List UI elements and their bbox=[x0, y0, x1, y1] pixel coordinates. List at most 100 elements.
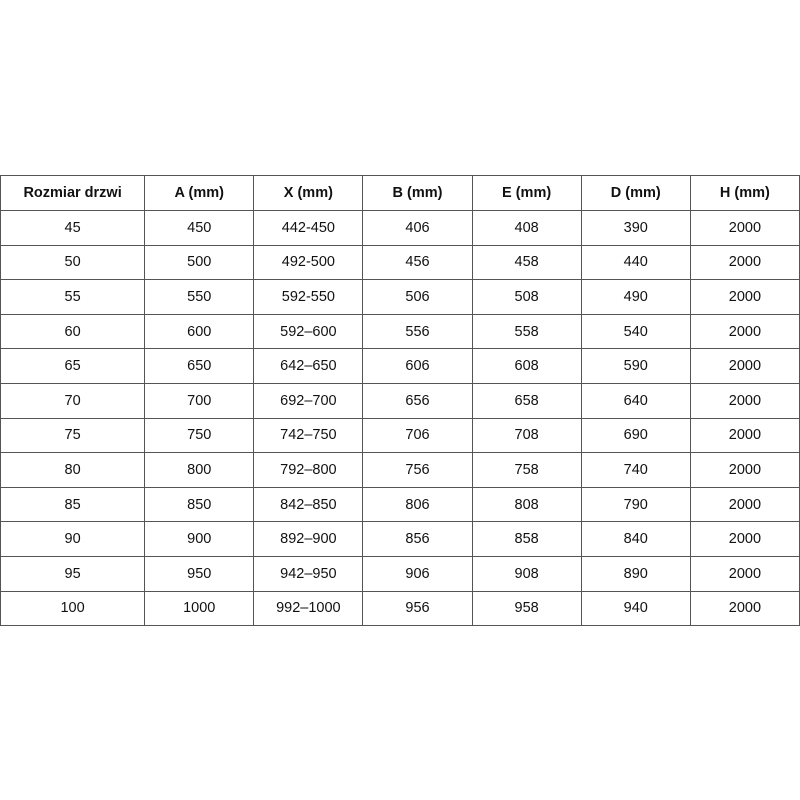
table-cell: 85 bbox=[0, 486, 146, 523]
table-cell: 706 bbox=[362, 417, 473, 454]
table-cell: 2000 bbox=[689, 348, 800, 384]
table-cell: 50 bbox=[0, 244, 146, 281]
table-cell: 442-450 bbox=[253, 210, 364, 246]
table-cell: 1000 bbox=[144, 590, 255, 627]
table-row: 60 600 592–600 556 558 540 2000 bbox=[0, 313, 800, 350]
table-cell: 490 bbox=[580, 279, 691, 315]
table-cell: 2000 bbox=[689, 555, 800, 592]
table-cell: 2000 bbox=[689, 244, 800, 281]
table-cell: 742–750 bbox=[253, 417, 364, 454]
table-cell: 65 bbox=[0, 348, 146, 384]
table-row: 70 700 692–700 656 658 640 2000 bbox=[0, 382, 800, 419]
table-cell: 592-550 bbox=[253, 279, 364, 315]
column-header: E (mm) bbox=[471, 175, 582, 211]
table-cell: 692–700 bbox=[253, 382, 364, 419]
table-cell: 856 bbox=[362, 521, 473, 557]
table-cell: 890 bbox=[580, 555, 691, 592]
table-row: 50 500 492-500 456 458 440 2000 bbox=[0, 244, 800, 281]
table-cell: 406 bbox=[362, 210, 473, 246]
table-cell: 756 bbox=[362, 452, 473, 488]
table-cell: 956 bbox=[362, 590, 473, 627]
table-cell: 658 bbox=[471, 382, 582, 419]
table-cell: 740 bbox=[580, 452, 691, 488]
table-cell: 640 bbox=[580, 382, 691, 419]
table-cell: 750 bbox=[144, 417, 255, 454]
table-cell: 700 bbox=[144, 382, 255, 419]
table-cell: 900 bbox=[144, 521, 255, 557]
table-cell: 850 bbox=[144, 486, 255, 523]
table-row: 45 450 442-450 406 408 390 2000 bbox=[0, 210, 800, 246]
table-cell: 408 bbox=[471, 210, 582, 246]
table-cell: 80 bbox=[0, 452, 146, 488]
door-size-table: Rozmiar drzwi A (mm) X (mm) B (mm) E (mm) D (… bbox=[0, 175, 800, 627]
table-cell: 456 bbox=[362, 244, 473, 281]
table-row: 85 850 842–850 806 808 790 2000 bbox=[0, 486, 800, 523]
table-cell: 500 bbox=[144, 244, 255, 281]
table-cell: 540 bbox=[580, 313, 691, 350]
table-row: 80 800 792–800 756 758 740 2000 bbox=[0, 452, 800, 488]
header-row: Rozmiar drzwi A (mm) X (mm) B (mm) E (mm) D (… bbox=[0, 175, 800, 211]
table-cell: 858 bbox=[471, 521, 582, 557]
table-cell: 2000 bbox=[689, 313, 800, 350]
table-row: 100 1000 992–1000 956 958 940 2000 bbox=[0, 590, 800, 627]
table-cell: 840 bbox=[580, 521, 691, 557]
column-header: D (mm) bbox=[580, 175, 691, 211]
table-cell: 508 bbox=[471, 279, 582, 315]
column-header: H (mm) bbox=[689, 175, 800, 211]
table-cell: 2000 bbox=[689, 382, 800, 419]
column-header: Rozmiar drzwi bbox=[0, 175, 146, 211]
table-cell: 790 bbox=[580, 486, 691, 523]
table-cell: 650 bbox=[144, 348, 255, 384]
table-cell: 708 bbox=[471, 417, 582, 454]
table-cell: 800 bbox=[144, 452, 255, 488]
table-cell: 440 bbox=[580, 244, 691, 281]
table-cell: 958 bbox=[471, 590, 582, 627]
table-cell: 906 bbox=[362, 555, 473, 592]
table-row: 75 750 742–750 706 708 690 2000 bbox=[0, 417, 800, 454]
table-cell: 450 bbox=[144, 210, 255, 246]
table-cell: 2000 bbox=[689, 279, 800, 315]
table-cell: 2000 bbox=[689, 486, 800, 523]
table-cell: 2000 bbox=[689, 417, 800, 454]
table-cell: 592–600 bbox=[253, 313, 364, 350]
table-cell: 75 bbox=[0, 417, 146, 454]
table-cell: 550 bbox=[144, 279, 255, 315]
table-cell: 556 bbox=[362, 313, 473, 350]
table-cell: 992–1000 bbox=[253, 590, 364, 627]
table-cell: 842–850 bbox=[253, 486, 364, 523]
table-cell: 608 bbox=[471, 348, 582, 384]
table-row: 90 900 892–900 856 858 840 2000 bbox=[0, 521, 800, 557]
table-cell: 590 bbox=[580, 348, 691, 384]
table-cell: 60 bbox=[0, 313, 146, 350]
table-row: 65 650 642–650 606 608 590 2000 bbox=[0, 348, 800, 384]
table-cell: 55 bbox=[0, 279, 146, 315]
table-cell: 792–800 bbox=[253, 452, 364, 488]
table-cell: 758 bbox=[471, 452, 582, 488]
column-header: A (mm) bbox=[144, 175, 255, 211]
table-cell: 558 bbox=[471, 313, 582, 350]
table-cell: 642–650 bbox=[253, 348, 364, 384]
table-cell: 492-500 bbox=[253, 244, 364, 281]
table-cell: 100 bbox=[0, 590, 146, 627]
table-cell: 942–950 bbox=[253, 555, 364, 592]
table-cell: 95 bbox=[0, 555, 146, 592]
table-cell: 940 bbox=[580, 590, 691, 627]
table-cell: 656 bbox=[362, 382, 473, 419]
table-cell: 908 bbox=[471, 555, 582, 592]
table-cell: 892–900 bbox=[253, 521, 364, 557]
table-cell: 70 bbox=[0, 382, 146, 419]
table-cell: 458 bbox=[471, 244, 582, 281]
table-cell: 808 bbox=[471, 486, 582, 523]
table-cell: 606 bbox=[362, 348, 473, 384]
table-cell: 2000 bbox=[689, 452, 800, 488]
table-cell: 2000 bbox=[689, 590, 800, 627]
table-row: 95 950 942–950 906 908 890 2000 bbox=[0, 555, 800, 592]
table-row: 55 550 592-550 506 508 490 2000 bbox=[0, 279, 800, 315]
table-cell: 390 bbox=[580, 210, 691, 246]
table-cell: 806 bbox=[362, 486, 473, 523]
table-cell: 45 bbox=[0, 210, 146, 246]
table-cell: 90 bbox=[0, 521, 146, 557]
column-header: X (mm) bbox=[253, 175, 364, 211]
table-cell: 690 bbox=[580, 417, 691, 454]
table-cell: 2000 bbox=[689, 210, 800, 246]
